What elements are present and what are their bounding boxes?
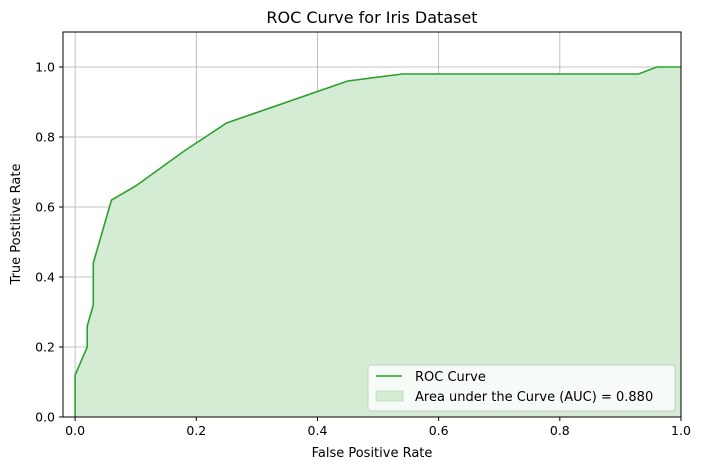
y-tick-label: 0.0 <box>35 410 55 425</box>
x-axis-label: False Positive Rate <box>312 446 433 461</box>
y-tick-label: 0.2 <box>35 340 55 355</box>
y-tick-label: 1.0 <box>35 60 55 75</box>
chart-title: ROC Curve for Iris Dataset <box>266 8 477 27</box>
legend-roc-label: ROC Curve <box>415 370 486 385</box>
x-tick-label: 0.4 <box>308 423 328 438</box>
x-tick-label: 0.6 <box>429 423 449 438</box>
y-tick-label: 0.4 <box>35 270 55 285</box>
x-tick-label: 0.8 <box>550 423 570 438</box>
x-tick-label: 1.0 <box>671 423 691 438</box>
x-tick-label: 0.0 <box>65 423 85 438</box>
y-tick-label: 0.8 <box>35 130 55 145</box>
y-tick-label: 0.6 <box>35 200 55 215</box>
legend-area-swatch <box>376 391 403 401</box>
legend-area-label: Area under the Curve (AUC) = 0.880 <box>415 390 653 405</box>
legend: ROC Curve Area under the Curve (AUC) = 0… <box>368 365 675 411</box>
y-axis-label: True Postitive Rate <box>9 164 24 286</box>
x-tick-label: 0.2 <box>186 423 206 438</box>
